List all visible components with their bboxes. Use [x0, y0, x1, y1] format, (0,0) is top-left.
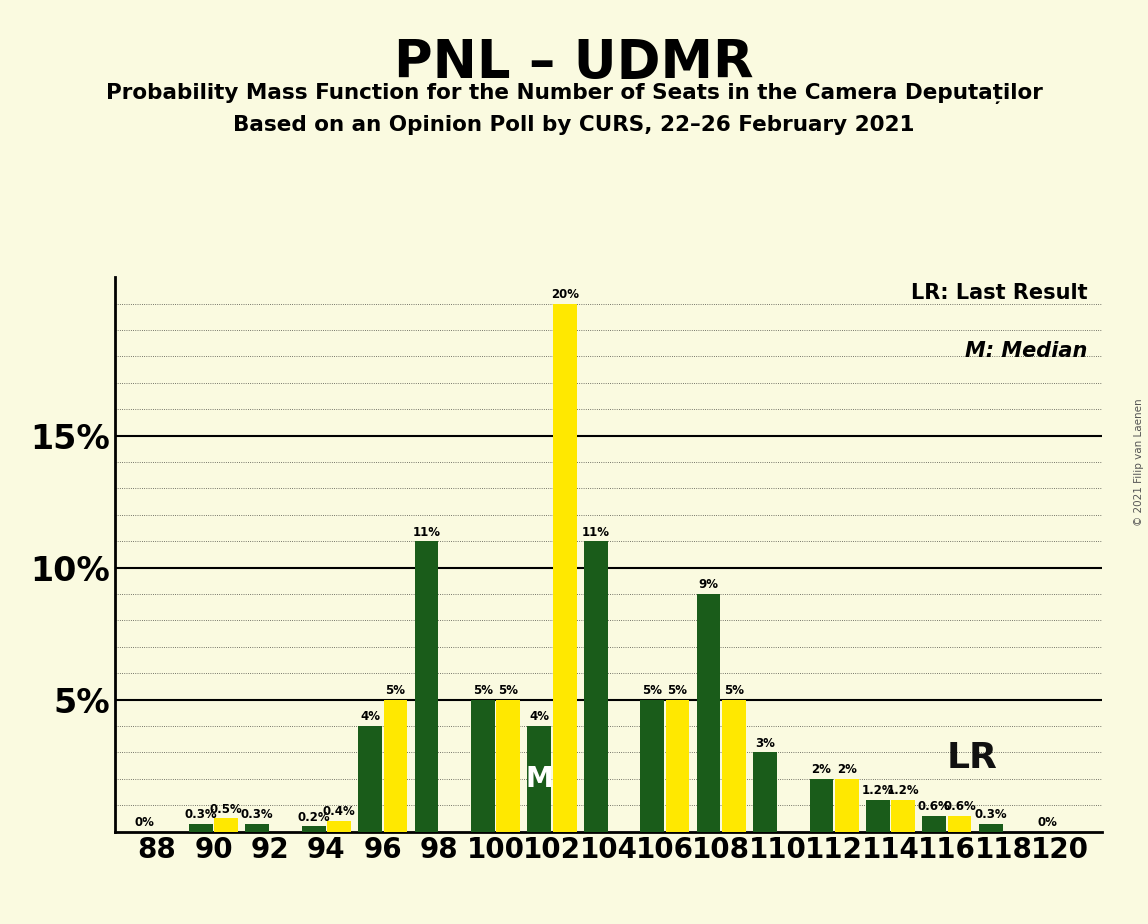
- Bar: [302, 826, 326, 832]
- Text: 5%: 5%: [642, 684, 662, 697]
- Text: 0.3%: 0.3%: [241, 808, 273, 821]
- Text: 0.3%: 0.3%: [975, 808, 1007, 821]
- Bar: [979, 823, 1002, 832]
- Text: 0.2%: 0.2%: [297, 810, 329, 823]
- Text: 4%: 4%: [529, 711, 550, 723]
- Bar: [641, 699, 664, 832]
- Bar: [215, 819, 238, 832]
- Bar: [553, 304, 576, 832]
- Bar: [891, 800, 915, 832]
- Bar: [584, 541, 607, 832]
- Bar: [358, 726, 382, 832]
- Text: 11%: 11%: [412, 526, 441, 539]
- Text: 0%: 0%: [134, 816, 154, 829]
- Bar: [189, 823, 212, 832]
- Text: 2%: 2%: [837, 763, 856, 776]
- Bar: [383, 699, 408, 832]
- Text: 9%: 9%: [699, 578, 719, 591]
- Text: 0.5%: 0.5%: [210, 803, 242, 816]
- Bar: [697, 594, 721, 832]
- Text: 0.3%: 0.3%: [185, 808, 217, 821]
- Text: 5%: 5%: [724, 684, 744, 697]
- Bar: [246, 823, 269, 832]
- Text: 5%: 5%: [473, 684, 492, 697]
- Text: 0%: 0%: [1037, 816, 1057, 829]
- Text: Based on an Opinion Poll by CURS, 22–26 February 2021: Based on an Opinion Poll by CURS, 22–26 …: [233, 115, 915, 135]
- Bar: [922, 816, 946, 832]
- Text: 20%: 20%: [551, 288, 579, 301]
- Text: © 2021 Filip van Laenen: © 2021 Filip van Laenen: [1134, 398, 1143, 526]
- Bar: [753, 752, 777, 832]
- Text: 1.2%: 1.2%: [861, 784, 894, 797]
- Text: LR: Last Result: LR: Last Result: [910, 283, 1087, 303]
- Text: LR: LR: [947, 741, 998, 774]
- Bar: [722, 699, 746, 832]
- Text: 0.6%: 0.6%: [944, 800, 976, 813]
- Text: 11%: 11%: [582, 526, 610, 539]
- Bar: [496, 699, 520, 832]
- Text: 1.2%: 1.2%: [887, 784, 920, 797]
- Text: PNL – UDMR: PNL – UDMR: [394, 37, 754, 89]
- Bar: [327, 821, 351, 832]
- Bar: [948, 816, 971, 832]
- Text: 5%: 5%: [386, 684, 405, 697]
- Text: 0.4%: 0.4%: [323, 806, 356, 819]
- Text: M: Median: M: Median: [965, 341, 1087, 361]
- Bar: [666, 699, 690, 832]
- Text: M: M: [526, 765, 553, 793]
- Text: 2%: 2%: [812, 763, 831, 776]
- Text: 0.6%: 0.6%: [918, 800, 951, 813]
- Text: Probability Mass Function for the Number of Seats in the Camera Deputaților: Probability Mass Function for the Number…: [106, 83, 1042, 104]
- Text: 5%: 5%: [667, 684, 688, 697]
- Text: 5%: 5%: [498, 684, 518, 697]
- Bar: [835, 779, 859, 832]
- Text: 3%: 3%: [755, 736, 775, 749]
- Bar: [809, 779, 833, 832]
- Bar: [866, 800, 890, 832]
- Bar: [414, 541, 439, 832]
- Bar: [527, 726, 551, 832]
- Text: 4%: 4%: [360, 711, 380, 723]
- Bar: [471, 699, 495, 832]
